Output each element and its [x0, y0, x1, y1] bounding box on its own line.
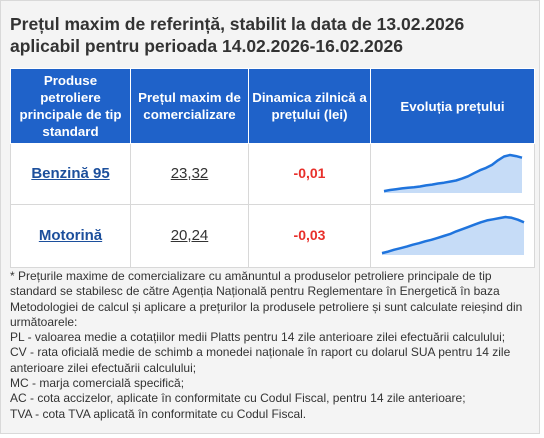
daily-change-benzina-95: -0,01: [293, 165, 326, 181]
table-row: Motorină 20,24 -0,03: [10, 204, 535, 268]
price-cell: 20,24: [130, 204, 249, 268]
trend-cell: [370, 143, 535, 205]
change-cell: -0,03: [248, 204, 371, 268]
header-products: Produse petroliere principale de tip sta…: [10, 68, 131, 144]
page-title: Prețul maxim de referință, stabilit la d…: [10, 13, 530, 57]
title-line-2: aplicabil pentru perioada 14.02.2026-16.…: [10, 36, 403, 56]
header-max-price: Prețul maxim de comercializare: [130, 68, 249, 144]
footnote-tva: TVA - cota TVA aplicată în conformitate …: [10, 406, 307, 421]
footnote-intro: * Prețurile maxime de comercializare cu …: [10, 269, 523, 329]
sparkline-line: [383, 153, 522, 193]
product-link-motorina[interactable]: Motorină: [38, 227, 103, 244]
footnote-cv: CV - rata oficială medie de schimb a mon…: [10, 345, 511, 375]
daily-change-motorina: -0,03: [293, 227, 326, 243]
sparkline-area: [381, 217, 524, 255]
header-price-evolution: Evoluția prețului: [370, 68, 535, 144]
price-value-benzina-95[interactable]: 23,32: [170, 165, 209, 182]
sparkline-line: [381, 215, 524, 255]
price-table: Produse petroliere principale de tip sta…: [10, 68, 535, 268]
footnote-ac: AC - cota accizelor, aplicate în conform…: [10, 391, 466, 406]
sparkline-area: [383, 155, 522, 193]
title-line-1: Prețul maxim de referință, stabilit la d…: [10, 14, 465, 34]
table-header-row: Produse petroliere principale de tip sta…: [10, 68, 535, 144]
table-row: Benzină 95 23,32 -0,01: [10, 143, 535, 205]
footnotes: * Prețurile maxime de comercializare cu …: [10, 269, 536, 422]
product-cell: Motorină: [10, 204, 131, 268]
change-cell: -0,01: [248, 143, 371, 205]
footnote-pl: PL - valoarea medie a cotațiilor medii P…: [10, 330, 506, 345]
sparkline-chart-motorina: [381, 215, 524, 255]
price-value-motorina[interactable]: 20,24: [170, 227, 209, 244]
footnote-mc: MC - marja comercială specifică;: [10, 376, 185, 391]
header-daily-change: Dinamica zilnică a prețului (lei): [248, 68, 371, 144]
product-link-benzina-95[interactable]: Benzină 95: [31, 165, 110, 182]
price-cell: 23,32: [130, 143, 249, 205]
sparkline-chart-benzina-95: [383, 153, 522, 193]
product-cell: Benzină 95: [10, 143, 131, 205]
trend-cell: [370, 204, 535, 268]
